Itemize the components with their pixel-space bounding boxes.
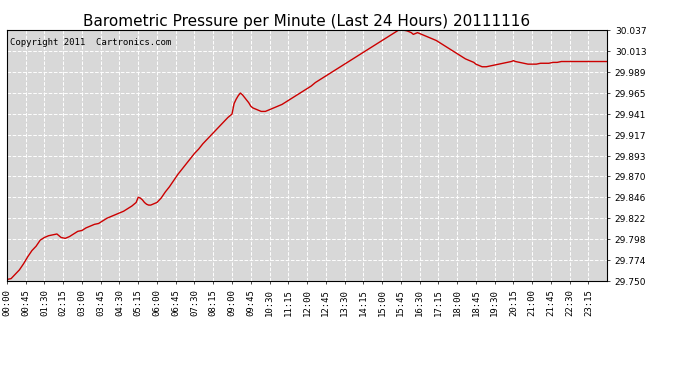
Title: Barometric Pressure per Minute (Last 24 Hours) 20111116: Barometric Pressure per Minute (Last 24 … [83,14,531,29]
Text: Copyright 2011  Cartronics.com: Copyright 2011 Cartronics.com [10,38,171,46]
